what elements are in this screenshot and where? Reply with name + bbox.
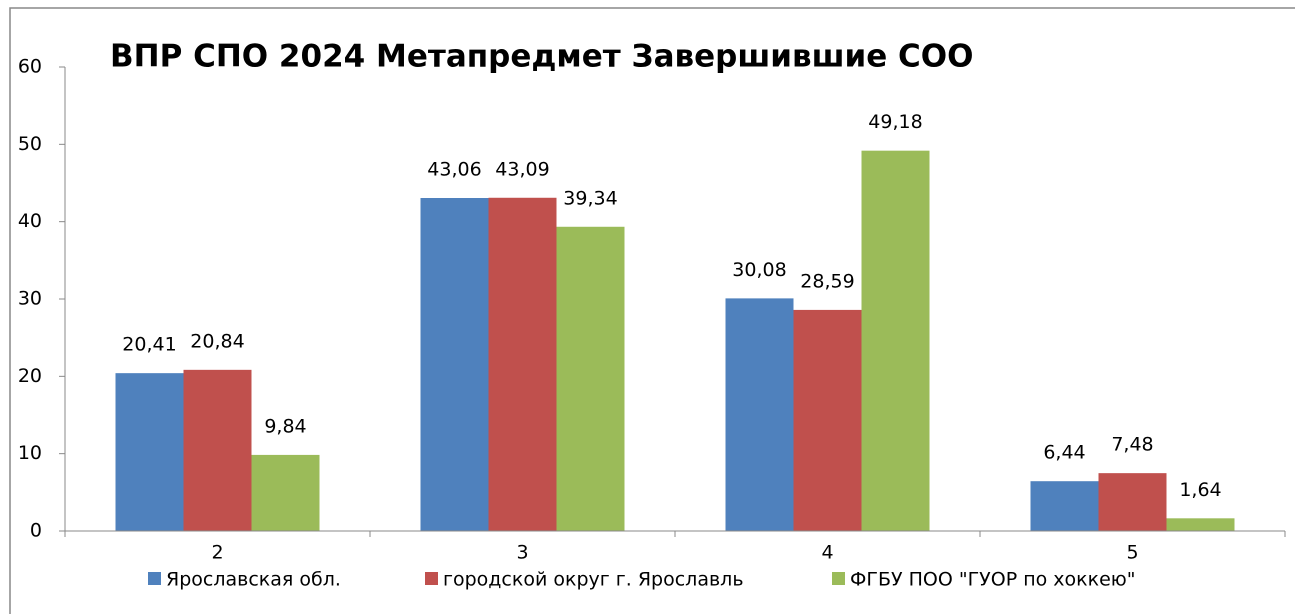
legend-label: городской округ г. Ярославль [443,569,744,591]
legend-label: ФГБУ ПОО "ГУОР по хоккею" [850,569,1136,591]
bar [793,309,862,531]
bar [556,226,625,531]
chart-title: ВПР СПО 2024 Метапредмет Завершившие СОО [110,39,974,75]
value-label: 1,64 [1179,479,1221,501]
value-label: 39,34 [563,187,617,209]
bar [725,298,794,531]
bar [420,198,489,531]
bar [1098,473,1167,531]
y-tick-label: 50 [18,133,42,155]
legend-swatch [425,572,438,585]
bar [1166,518,1235,531]
bar [488,197,557,531]
bar [861,150,930,531]
y-tick-label: 10 [18,442,42,464]
bar [183,369,252,531]
value-label: 49,18 [868,111,922,133]
x-tick-label: 4 [821,542,833,564]
bar [1030,481,1099,531]
y-tick-label: 0 [30,520,42,542]
value-label: 28,59 [800,270,854,292]
value-label: 20,41 [122,334,176,356]
x-tick-label: 2 [211,542,223,564]
value-label: 9,84 [264,415,306,437]
y-tick-label: 30 [18,288,42,310]
x-tick-label: 3 [516,542,528,564]
legend-label: Ярославская обл. [166,569,341,591]
value-label: 30,08 [732,259,786,281]
y-tick-label: 20 [18,365,42,387]
legend-swatch [832,572,845,585]
bar [115,373,184,531]
legend-swatch [148,572,161,585]
value-label: 20,84 [190,330,244,352]
y-tick-label: 40 [18,210,42,232]
y-tick-label: 60 [18,56,42,78]
value-label: 7,48 [1111,434,1153,456]
value-label: 43,06 [427,159,481,181]
x-tick-label: 5 [1126,542,1138,564]
bar [251,454,320,531]
value-label: 6,44 [1043,442,1085,464]
value-label: 43,09 [495,158,549,180]
